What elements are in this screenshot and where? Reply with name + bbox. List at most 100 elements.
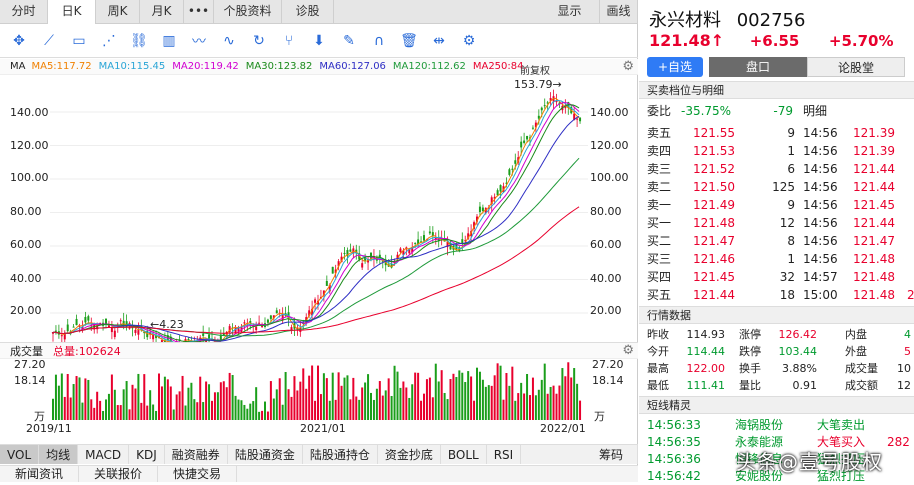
tab-7[interactable]: 显示 — [540, 0, 600, 24]
indicator-tab-3[interactable]: KDJ — [129, 445, 165, 464]
volume-bar — [161, 386, 163, 420]
tab-4[interactable]: ••• — [184, 0, 214, 24]
detail-label: 明细 — [803, 102, 827, 120]
volume-bar — [291, 397, 293, 420]
cycle-icon[interactable]: ↻ — [244, 33, 274, 49]
high-annotation: 153.79→ — [514, 78, 562, 91]
stock-header: 永兴材料 002756 — [649, 6, 805, 32]
volume-bar — [64, 397, 66, 420]
volume-bar — [132, 385, 134, 420]
tab-0[interactable]: 分时 — [0, 0, 48, 24]
candle-body — [243, 322, 245, 323]
sprite-stock[interactable]: 海锅股份 — [735, 416, 783, 434]
tab-5[interactable]: 个股资料 — [214, 0, 282, 24]
candlestick-chart[interactable] — [0, 76, 638, 342]
bottom-tab-0[interactable]: 新闻资讯 — [0, 466, 79, 482]
tab-1[interactable]: 日K — [48, 0, 96, 24]
bottom-tab-2[interactable]: 快捷交易 — [158, 466, 237, 482]
indicator-tab-2[interactable]: MACD — [78, 445, 129, 464]
gear-icon[interactable]: ⚙ — [622, 343, 634, 358]
rect-icon[interactable]: ▭ — [64, 33, 94, 49]
quote-value: 5 — [881, 343, 911, 361]
volume-bar — [226, 387, 228, 420]
magnet-icon[interactable]: ∩ — [364, 33, 394, 49]
volume-bar — [570, 377, 572, 420]
wave2-icon[interactable]: ∿ — [214, 33, 244, 49]
adjust-label[interactable]: 前复权 — [520, 62, 550, 77]
book-level-label: 买二 — [647, 232, 671, 250]
volume-bar — [84, 378, 86, 420]
volume-bar — [408, 398, 410, 420]
volume-bar — [511, 367, 513, 420]
volume-bar — [137, 374, 139, 420]
tick-price: 121.48 — [853, 268, 895, 286]
volume-bar — [87, 380, 89, 420]
volume-bar — [508, 386, 510, 420]
bottom-tab-1[interactable]: 关联报价 — [79, 466, 158, 482]
volume-bar — [314, 401, 316, 420]
candle-body — [508, 169, 510, 175]
gear-icon[interactable]: ⚙ — [622, 59, 634, 74]
add-watchlist-button[interactable]: +自选 — [647, 57, 703, 77]
move-icon[interactable]: ✥ — [4, 33, 34, 49]
indicator-tab-10[interactable]: 筹码 — [585, 445, 638, 464]
arrow-down-icon[interactable]: ⬇ — [304, 33, 334, 49]
volume-bar — [558, 386, 560, 420]
tick-time: 14:56 — [803, 214, 838, 232]
volume-bar — [217, 392, 219, 420]
book-level-label: 买一 — [647, 214, 671, 232]
forum-button[interactable]: 论股堂 — [807, 57, 905, 77]
tab-3[interactable]: 月K — [140, 0, 184, 24]
indicator-tab-8[interactable]: BOLL — [441, 445, 487, 464]
y-tick-right: 60.00 — [590, 238, 622, 251]
tab-2[interactable]: 周K — [96, 0, 140, 24]
indicator-tab-7[interactable]: 资金抄底 — [378, 445, 441, 464]
pankou-button[interactable]: 盘口 — [709, 57, 807, 77]
candle-body — [76, 319, 78, 325]
sprite-time: 14:56:42 — [647, 467, 701, 485]
settings-icon[interactable]: ⚙ — [454, 33, 484, 49]
indicator-tab-0[interactable]: VOL — [0, 445, 39, 464]
candle-body — [114, 331, 116, 337]
candle-body — [532, 128, 534, 129]
ma-line — [52, 105, 579, 342]
volume-bar — [320, 394, 322, 420]
volume-bar — [503, 400, 505, 420]
tab-6[interactable]: 诊股 — [282, 0, 334, 24]
volume-chart[interactable] — [0, 360, 638, 422]
volume-bar — [349, 399, 351, 420]
stock-name: 永兴材料 — [649, 10, 721, 31]
line-icon[interactable]: ⟋ — [34, 33, 64, 49]
tick-price: 121.44 — [853, 214, 895, 232]
y-tick-left: 100.00 — [10, 171, 49, 184]
indicator-tab-9[interactable]: RSI — [487, 445, 522, 464]
trash-icon[interactable]: 🗑 — [394, 33, 424, 49]
y-tick-left: 120.00 — [10, 139, 49, 152]
ma-label: MA — [10, 61, 25, 72]
candle-body — [84, 317, 86, 322]
vol-y2-left: 18.14 — [14, 374, 46, 387]
eraser-icon[interactable]: ✎ — [334, 33, 364, 49]
indicator-tab-5[interactable]: 陆股通资金 — [228, 445, 303, 464]
book-volume: 18 — [755, 286, 795, 304]
wave-icon[interactable]: 〰 — [184, 31, 214, 51]
volume-bar — [199, 377, 201, 420]
bars-icon[interactable]: ▥ — [154, 33, 184, 49]
fork-icon[interactable]: ⑂ — [274, 33, 304, 49]
volume-bar — [302, 368, 304, 420]
indicator-tab-1[interactable]: 均线 — [39, 445, 78, 464]
volume-bar — [79, 377, 81, 420]
link-icon[interactable]: ⛓ — [124, 33, 154, 49]
fan-icon[interactable]: ⋰ — [94, 33, 124, 49]
volume-bar — [67, 374, 69, 420]
candle-body — [61, 335, 63, 336]
indicator-tab-4[interactable]: 融资融券 — [165, 445, 228, 464]
volume-bar — [470, 376, 472, 420]
tick-price: 121.39 — [853, 124, 895, 142]
book-level-label: 买五 — [647, 286, 671, 304]
volume-bar — [317, 366, 319, 420]
candle-body — [576, 119, 578, 120]
tab-8[interactable]: 画线 — [600, 0, 638, 24]
split-icon[interactable]: ⇹ — [424, 33, 454, 49]
indicator-tab-6[interactable]: 陆股通持仓 — [303, 445, 378, 464]
